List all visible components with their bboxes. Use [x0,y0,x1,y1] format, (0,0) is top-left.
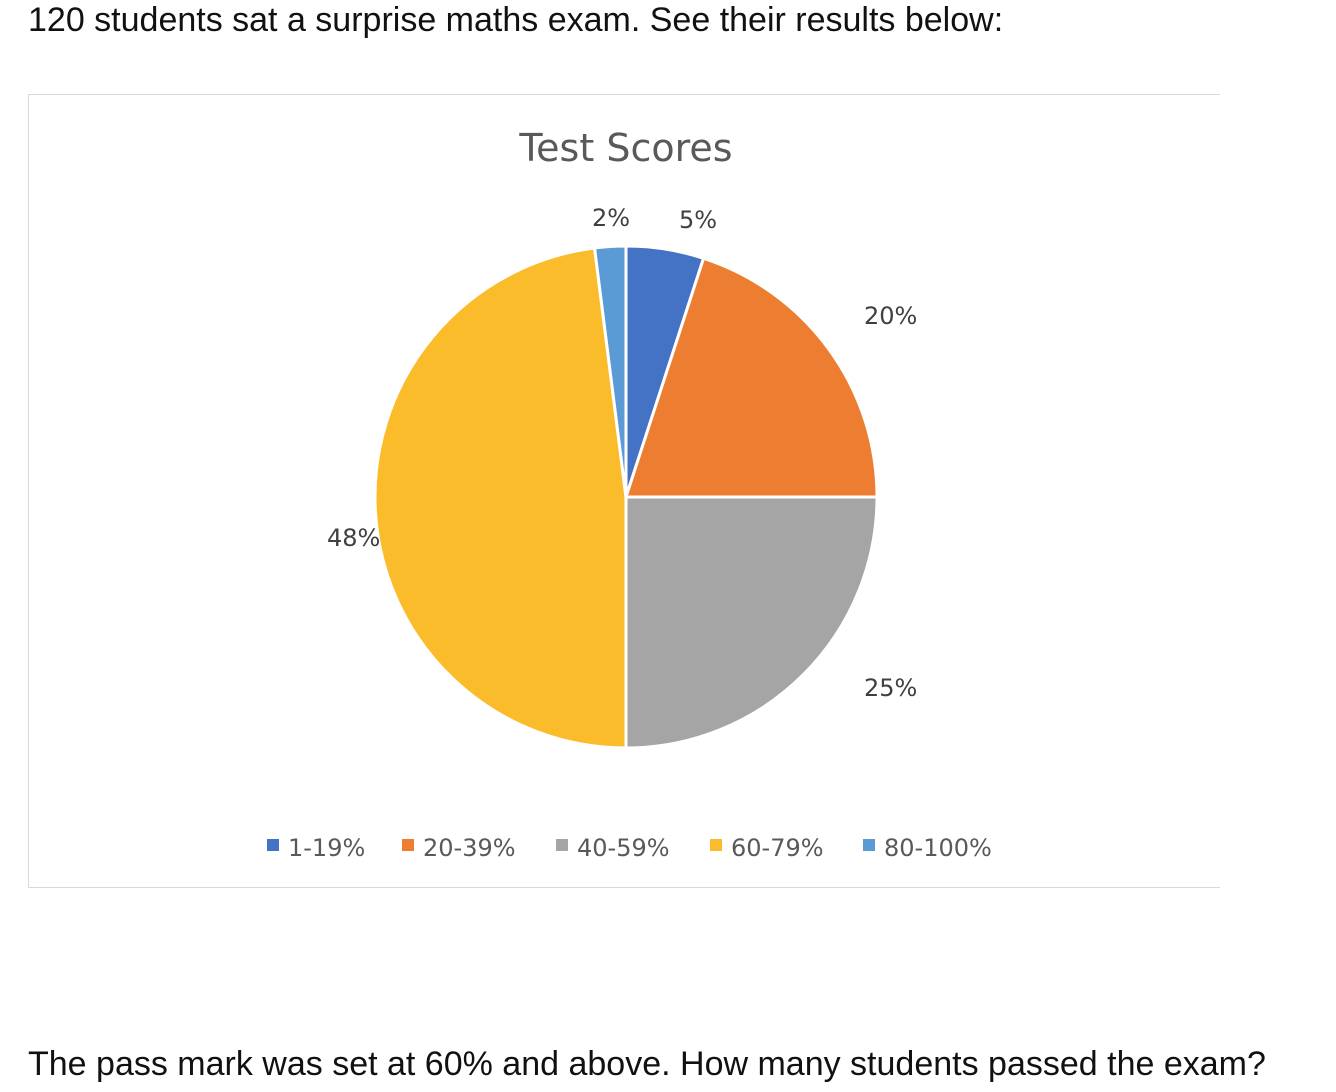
legend-label-20-39%: 20-39% [423,834,516,862]
pie-chart: Test Scores 5% 20% 25% 48% 2% 1-19% 20-39% 40-… [28,94,1220,888]
data-label-1-19%: 5% [679,206,717,234]
data-label-60-79%: 48% [327,524,380,552]
intro-text: 120 students sat a surprise maths exam. … [28,0,1003,40]
chart-legend: 1-19% 20-39% 40-59% 60-79% 80-100% [267,834,992,862]
pie-slice-60-79% [375,248,626,748]
legend-swatch-1-19% [267,839,279,851]
pie-slice-40-59% [626,497,877,748]
data-label-40-59%: 25% [864,674,917,702]
legend-swatch-20-39% [402,839,414,851]
legend-swatch-40-59% [556,839,568,851]
legend-label-1-19%: 1-19% [288,834,365,862]
legend-label-80-100%: 80-100% [884,834,992,862]
pie-chart-svg: Test Scores 5% 20% 25% 48% 2% 1-19% 20-39% 40-… [29,95,1221,889]
data-label-20-39%: 20% [864,302,917,330]
question-text: The pass mark was set at 60% and above. … [28,1042,1266,1086]
chart-title: Test Scores [518,126,732,170]
legend-swatch-60-79% [710,839,722,851]
legend-label-60-79%: 60-79% [731,834,824,862]
pie-slices [375,246,877,748]
data-label-80-100%: 2% [592,204,630,232]
legend-swatch-80-100% [863,839,875,851]
legend-label-40-59%: 40-59% [577,834,670,862]
